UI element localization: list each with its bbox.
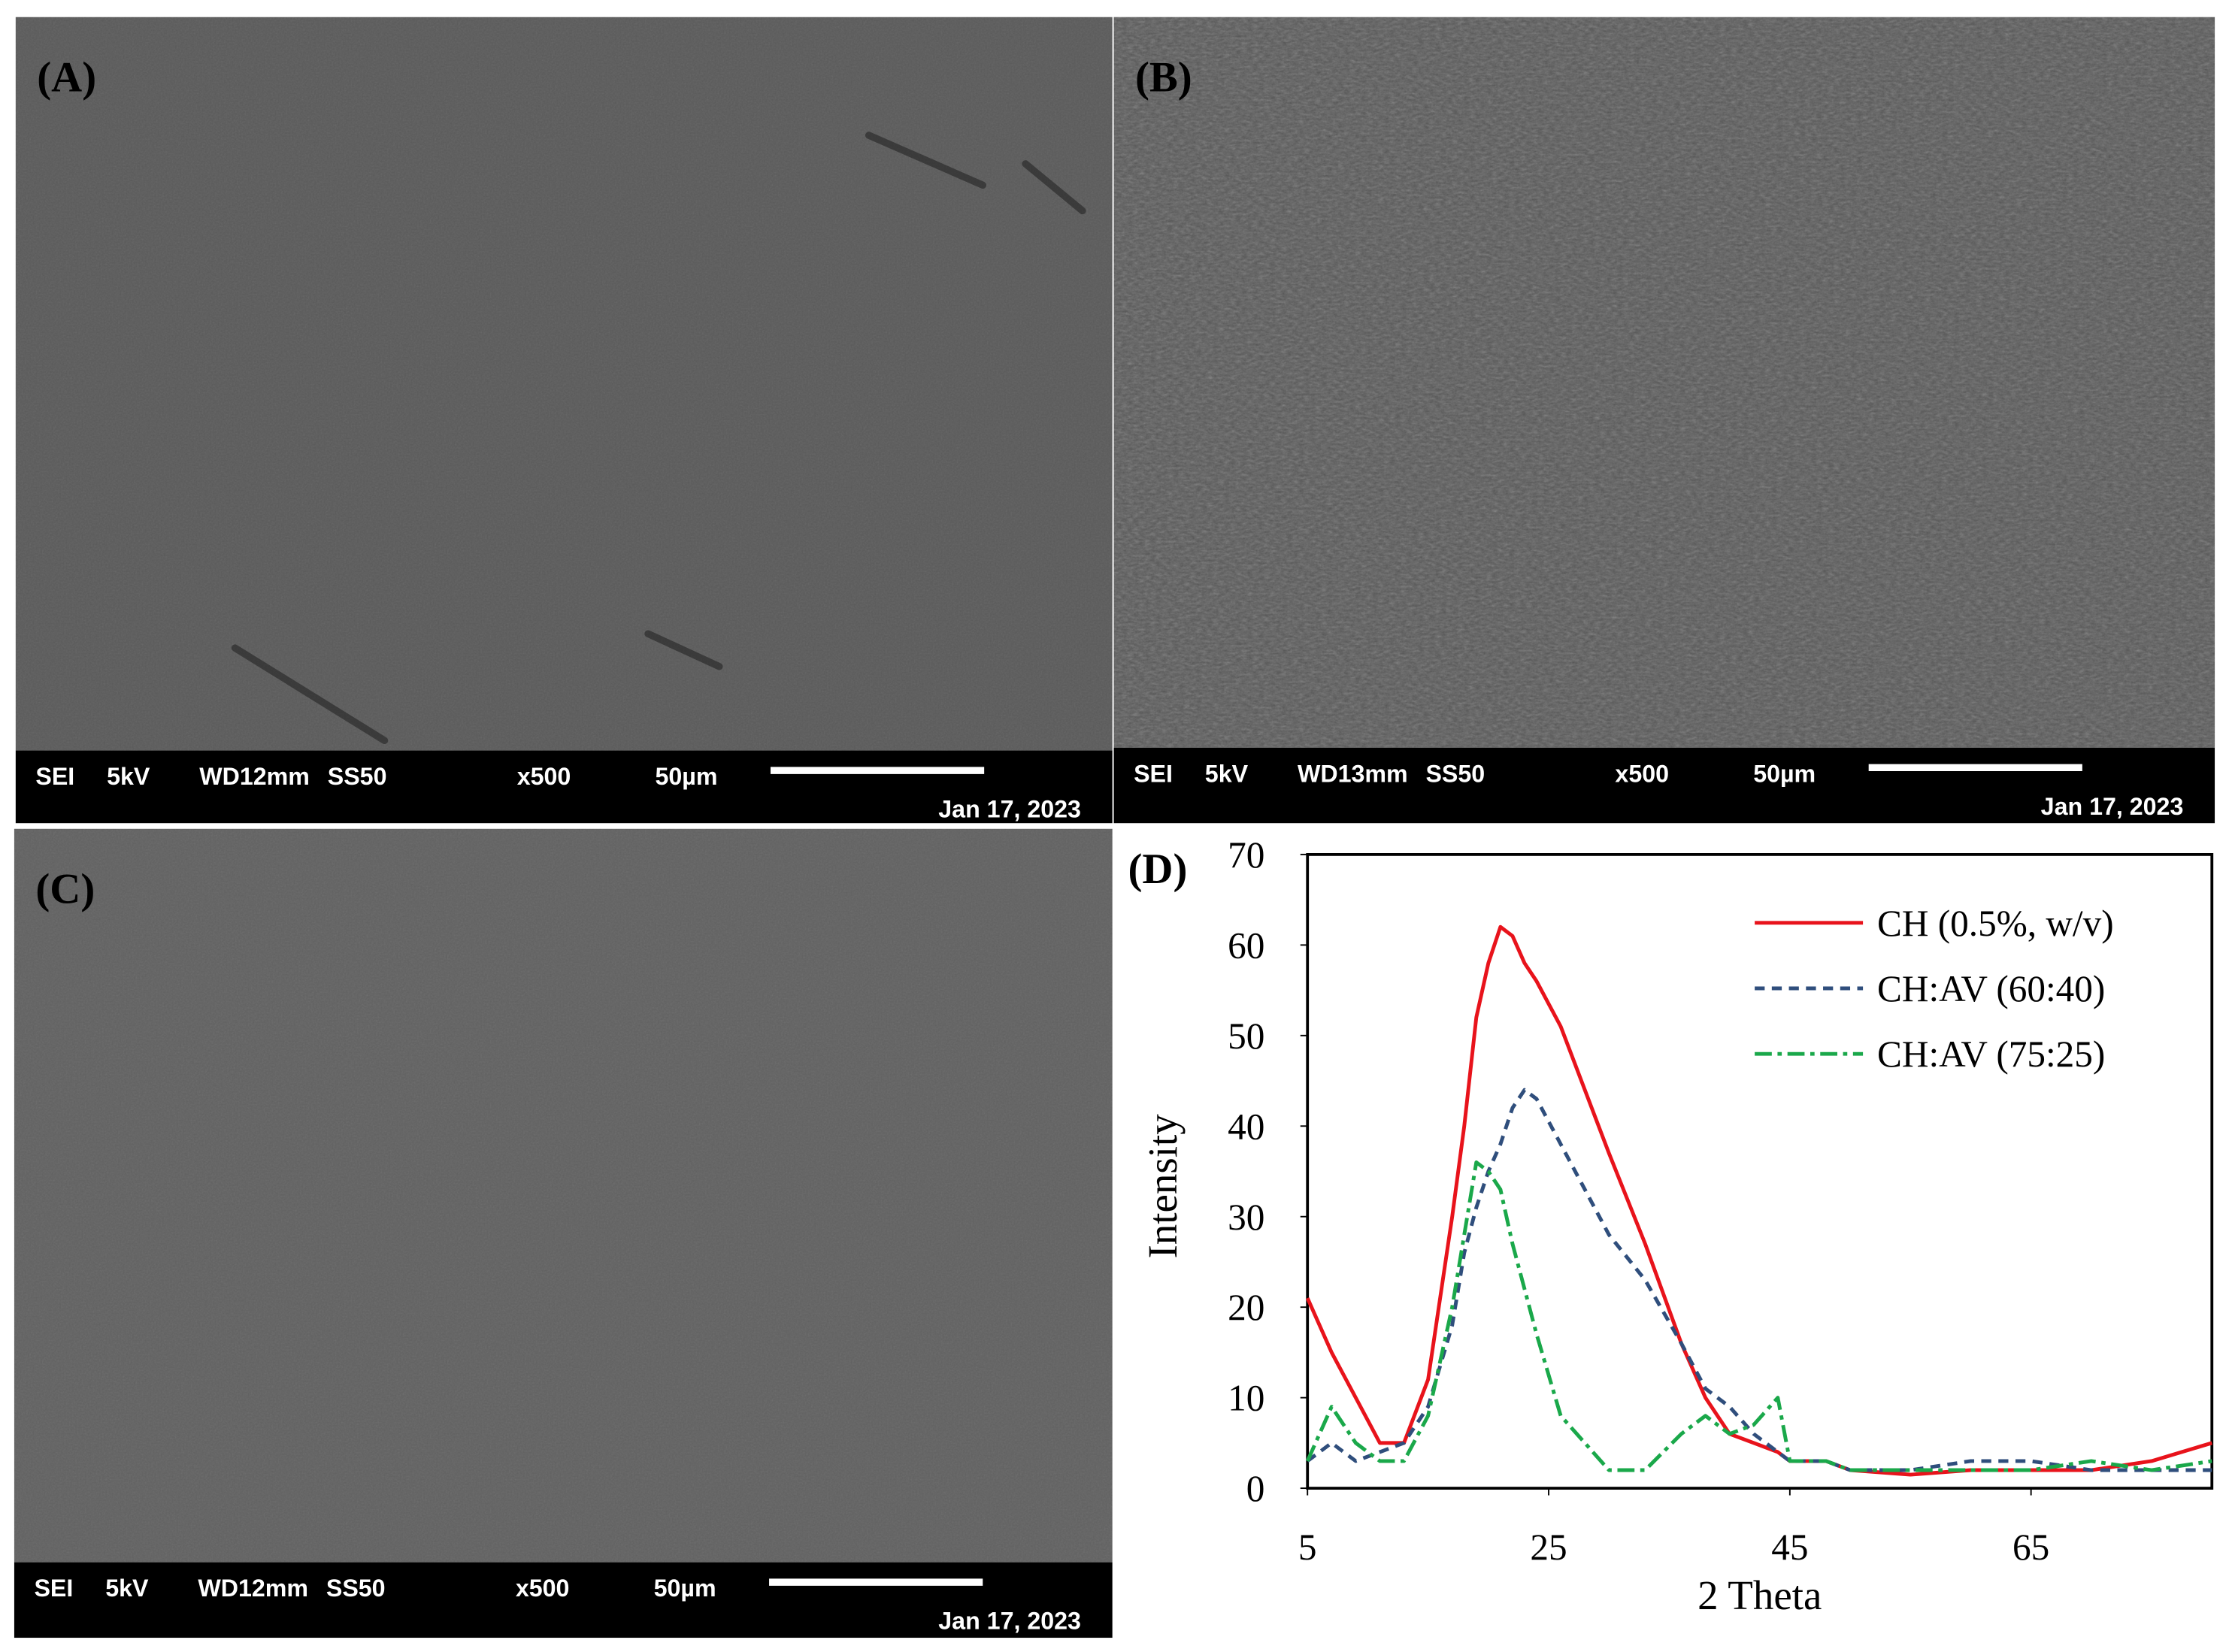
- data-line: [1306, 1088, 2212, 1472]
- y-tick-label: 30: [1228, 1197, 1264, 1238]
- info-text: WD12mm: [198, 1575, 308, 1602]
- panel-label: (B): [1135, 53, 1192, 101]
- plot-frame: [1306, 853, 2214, 1490]
- info-text: SEI: [1134, 760, 1173, 787]
- data-line: [1305, 924, 2212, 1477]
- legend-label: CH:AV (60:40): [1877, 968, 2105, 1009]
- info-bar: [1113, 747, 2215, 824]
- info-text: SS50: [326, 1575, 386, 1602]
- surface-streak: [1022, 160, 1086, 215]
- info-text: 5kV: [107, 763, 150, 790]
- info-text: SS50: [328, 763, 387, 790]
- info-text: x500: [1615, 760, 1669, 787]
- x-axis-title: 2 Theta: [1697, 1572, 1822, 1618]
- x-tick-label: 5: [1298, 1526, 1317, 1568]
- info-text: WD13mm: [1298, 760, 1408, 787]
- panel-label: (A): [37, 53, 96, 101]
- surface-streak: [865, 132, 986, 189]
- surface-streak: [231, 644, 389, 745]
- info-text: SEI: [34, 1575, 73, 1602]
- info-date: Jan 17, 2023: [938, 1608, 1081, 1635]
- y-tick-label: 60: [1228, 924, 1264, 966]
- legend-label: CH:AV (75:25): [1877, 1033, 2105, 1075]
- x-tick-label: 45: [1771, 1526, 1808, 1568]
- sem-texture: [14, 828, 1113, 1563]
- legend-label: CH (0.5%, w/v): [1877, 903, 2114, 944]
- info-text: x500: [516, 1575, 570, 1602]
- info-text: 50µm: [656, 763, 718, 790]
- info-text: SEI: [35, 763, 74, 790]
- info-text: 50µm: [1753, 760, 1816, 787]
- sem-texture: [1113, 17, 2215, 748]
- y-tick-label: 70: [1228, 834, 1264, 876]
- data-line: [1305, 1160, 2212, 1472]
- info-text: 5kV: [1205, 760, 1249, 787]
- info-date: Jan 17, 2023: [938, 796, 1081, 823]
- panel-label: (D): [1128, 846, 1187, 893]
- x-tick-label: 65: [2012, 1526, 2049, 1568]
- info-text: 5kV: [105, 1575, 149, 1602]
- info-text: SS50: [1425, 760, 1485, 787]
- y-tick-label: 0: [1246, 1468, 1265, 1509]
- y-tick-label: 40: [1228, 1106, 1264, 1147]
- info-bar: [14, 1562, 1113, 1638]
- panel-label: (C): [35, 865, 95, 912]
- x-tick-label: 25: [1530, 1526, 1567, 1568]
- info-text: x500: [517, 763, 571, 790]
- y-axis-title: Intensity: [1140, 1114, 1186, 1259]
- surface-streak: [644, 630, 723, 670]
- info-text: WD12mm: [199, 763, 310, 790]
- info-date: Jan 17, 2023: [2041, 793, 2184, 820]
- y-tick-label: 20: [1228, 1287, 1264, 1328]
- y-tick-label: 50: [1228, 1015, 1264, 1057]
- y-tick-label: 10: [1228, 1378, 1264, 1419]
- info-text: 50µm: [654, 1575, 716, 1602]
- info-bar: [15, 750, 1113, 824]
- sem-texture: [15, 17, 1113, 751]
